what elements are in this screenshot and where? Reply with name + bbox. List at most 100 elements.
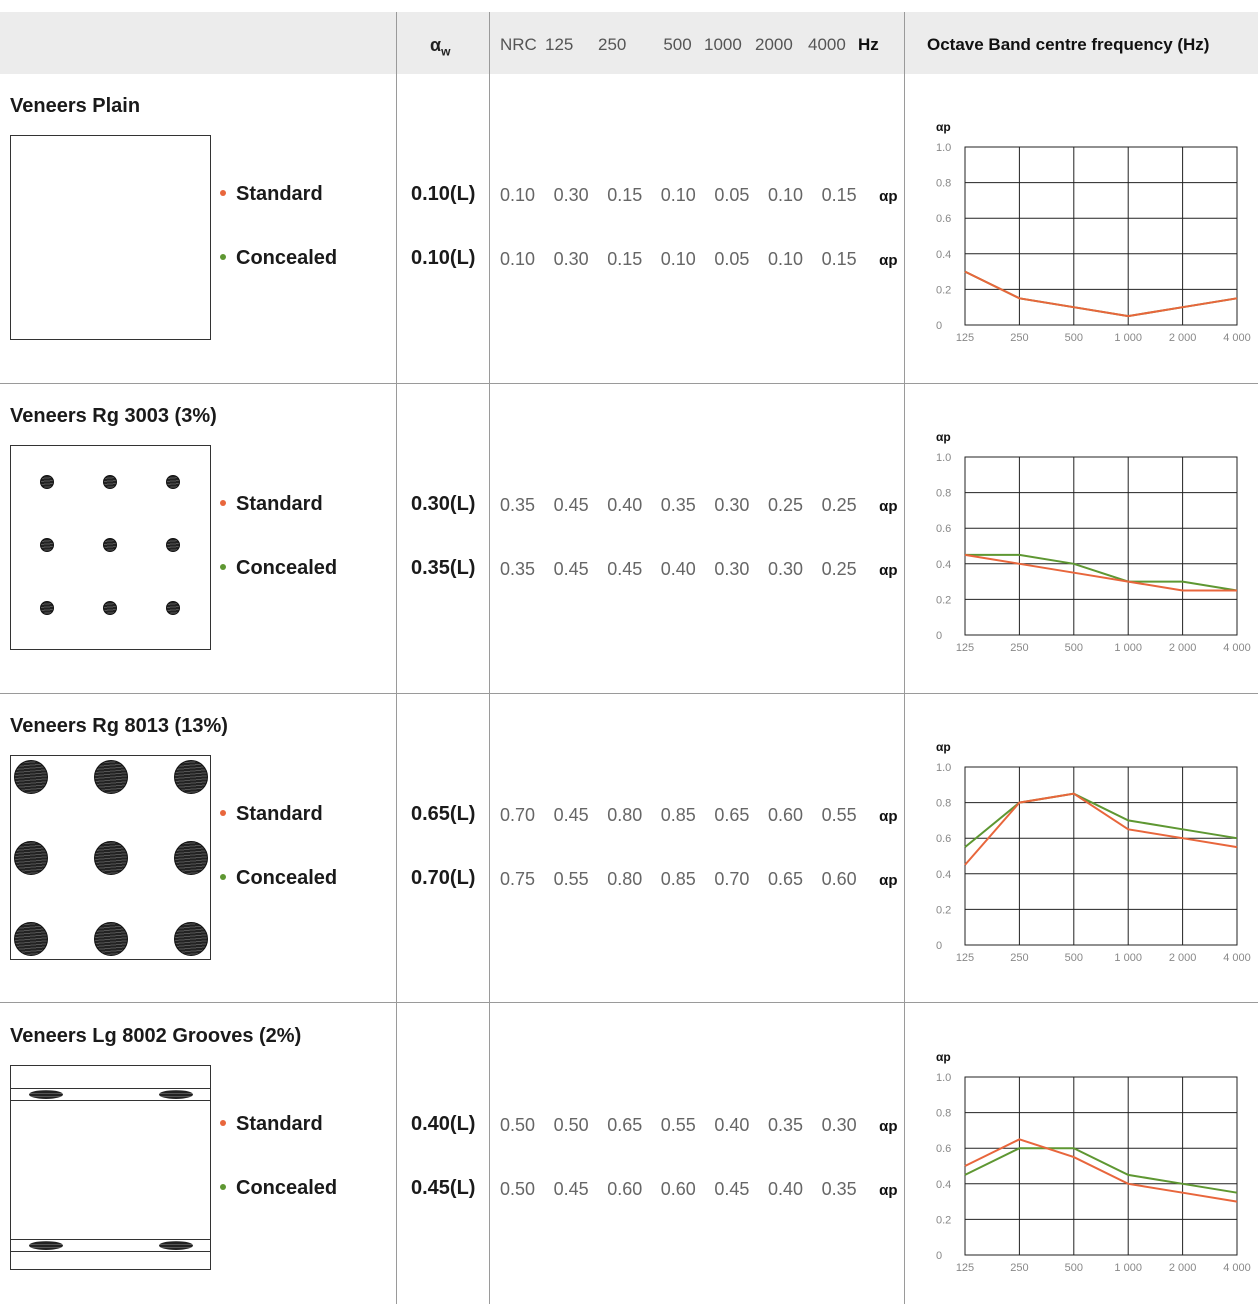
option-label: Standard: [236, 1113, 323, 1135]
option-concealed: Concealed: [220, 247, 337, 270]
groove-slot: [29, 1090, 63, 1099]
header-hz: Hz: [858, 35, 879, 54]
absorption-value: 0.15: [607, 249, 643, 269]
alpha-w-value: 0.10(L): [411, 247, 476, 269]
alpha-w-value: 0.10(L): [411, 183, 476, 205]
groove-edge: [11, 1251, 210, 1252]
absorption-value: 0.10: [660, 185, 696, 205]
alpha-w-value: 0.45(L): [411, 1177, 476, 1199]
y-tick-label: 0.8: [936, 1108, 951, 1120]
product-title: Veneers Rg 8013 (13%): [10, 715, 228, 737]
series-dot: [220, 809, 226, 816]
y-tick-label: 0.4: [936, 1179, 951, 1191]
y-tick-label: 1.0: [936, 452, 951, 464]
absorption-values: 0.10 0.30 0.15 0.10 0.05 0.10 0.15 αp: [500, 249, 898, 270]
alpha-p-symbol: αp: [879, 872, 898, 889]
x-tick-label: 500: [1065, 1262, 1083, 1274]
absorption-value: 0.05: [714, 249, 750, 269]
option-standard: Standard: [220, 183, 323, 206]
option-label: Concealed: [236, 557, 338, 579]
chart-frame: [964, 1076, 1238, 1256]
option-label: Standard: [236, 803, 323, 825]
absorption-values: 0.50 0.45 0.60 0.60 0.45 0.40 0.35 αp: [500, 1179, 898, 1200]
chart-frame: [964, 456, 1238, 636]
absorption-value: 0.45: [553, 495, 589, 515]
perforation-hole: [103, 538, 117, 552]
product-title: Veneers Rg 3003 (3%): [10, 405, 217, 427]
absorption-values: 0.50 0.50 0.65 0.55 0.40 0.35 0.30 αp: [500, 1115, 898, 1136]
absorption-value: 0.30: [714, 495, 750, 515]
absorption-value: 0.10: [500, 185, 536, 205]
series-line-standard: [964, 792, 1238, 866]
header-col-nrc: NRC: [500, 35, 537, 54]
pattern-swatch-plain: [10, 135, 211, 340]
pattern-swatch-grooves: [10, 1065, 211, 1270]
y-tick-label: 0: [936, 320, 942, 332]
x-tick-label: 125: [956, 952, 974, 964]
chart-svg: 0 0.2 0.4 0.6 0.8 1.0 αp 125 250 500 1 000 2 000 4 0…: [936, 1050, 1251, 1274]
perforation-hole: [40, 601, 54, 615]
absorption-chart: 0 0.2 0.4 0.6 0.8 1.0 αp 125 250 500 1 000 2 000 4 0…: [930, 105, 1255, 355]
perforation-hole: [174, 922, 208, 956]
header-col-125: 125: [545, 35, 574, 54]
absorption-value: 0.60: [607, 1179, 643, 1199]
x-tick-label: 250: [1010, 642, 1028, 654]
header-col-4000: 4000: [808, 35, 846, 54]
row-divider: [0, 1002, 1258, 1003]
option-standard: Standard: [220, 493, 323, 516]
x-tick-label: 125: [956, 332, 974, 344]
pattern-swatch-small-dots: [10, 445, 211, 650]
absorption-value: 0.40: [660, 559, 696, 579]
series-line-concealed: [964, 270, 1238, 318]
absorption-value: 0.40: [607, 495, 643, 515]
x-tick-label: 4 000: [1223, 952, 1251, 964]
chart-frame: [964, 146, 1238, 326]
y-tick-label: 0.6: [936, 523, 951, 535]
series-dot: [220, 1119, 226, 1126]
x-tick-label: 250: [1010, 1262, 1028, 1274]
alpha-w-value: 0.35(L): [411, 557, 476, 579]
groove-slot: [159, 1090, 193, 1099]
alpha-w-value: 0.70(L): [411, 867, 476, 889]
perforation-hole: [166, 475, 180, 489]
absorption-value: 0.80: [607, 869, 643, 889]
absorption-value: 0.65: [714, 805, 750, 825]
absorption-value: 0.65: [607, 1115, 643, 1135]
chart-svg: 0 0.2 0.4 0.6 0.8 1.0 αp 125 250 500 1 000 2 000 4 0…: [936, 120, 1251, 344]
absorption-value: 0.35: [500, 559, 536, 579]
absorption-value: 0.45: [607, 559, 643, 579]
absorption-value: 0.55: [821, 805, 857, 825]
series-dot: [220, 873, 226, 880]
y-tick-label: 0.6: [936, 1143, 951, 1155]
absorption-chart: 0 0.2 0.4 0.6 0.8 1.0 αp 125 250 500 1 000 2 000 4 0…: [930, 1035, 1255, 1285]
row-divider: [0, 693, 1258, 694]
perforation-hole: [166, 601, 180, 615]
y-tick-label: 0.8: [936, 178, 951, 190]
header-frequencies: NRC 125 250 500 1000 2000 4000 Hz: [500, 34, 879, 56]
x-tick-label: 4 000: [1223, 1262, 1251, 1274]
option-standard: Standard: [220, 1113, 323, 1136]
perforation-hole: [94, 760, 128, 794]
x-tick-label: 2 000: [1169, 1262, 1197, 1274]
x-tick-label: 2 000: [1169, 952, 1197, 964]
x-tick-label: 125: [956, 642, 974, 654]
header-col-1000: 1000: [704, 35, 742, 54]
option-label: Concealed: [236, 1177, 338, 1199]
y-tick-label: 1.0: [936, 762, 951, 774]
product-title: Veneers Lg 8002 Grooves (2%): [10, 1025, 302, 1047]
option-label: Concealed: [236, 867, 338, 889]
alpha-p-symbol: αp: [879, 188, 898, 205]
option-label: Concealed: [236, 247, 338, 269]
y-tick-label: 1.0: [936, 1072, 951, 1084]
absorption-value: 0.10: [500, 249, 536, 269]
perforation-hole: [166, 538, 180, 552]
y-tick-label: 0.4: [936, 249, 951, 261]
header-col-2000: 2000: [755, 35, 793, 54]
absorption-value: 0.25: [821, 495, 857, 515]
x-tick-label: 4 000: [1223, 642, 1251, 654]
absorption-value: 0.70: [714, 869, 750, 889]
y-tick-label: 0: [936, 940, 942, 952]
header-alpha-w: αw: [430, 35, 451, 59]
pattern-swatch-large-dots: [10, 755, 211, 960]
absorption-value: 0.25: [821, 559, 857, 579]
